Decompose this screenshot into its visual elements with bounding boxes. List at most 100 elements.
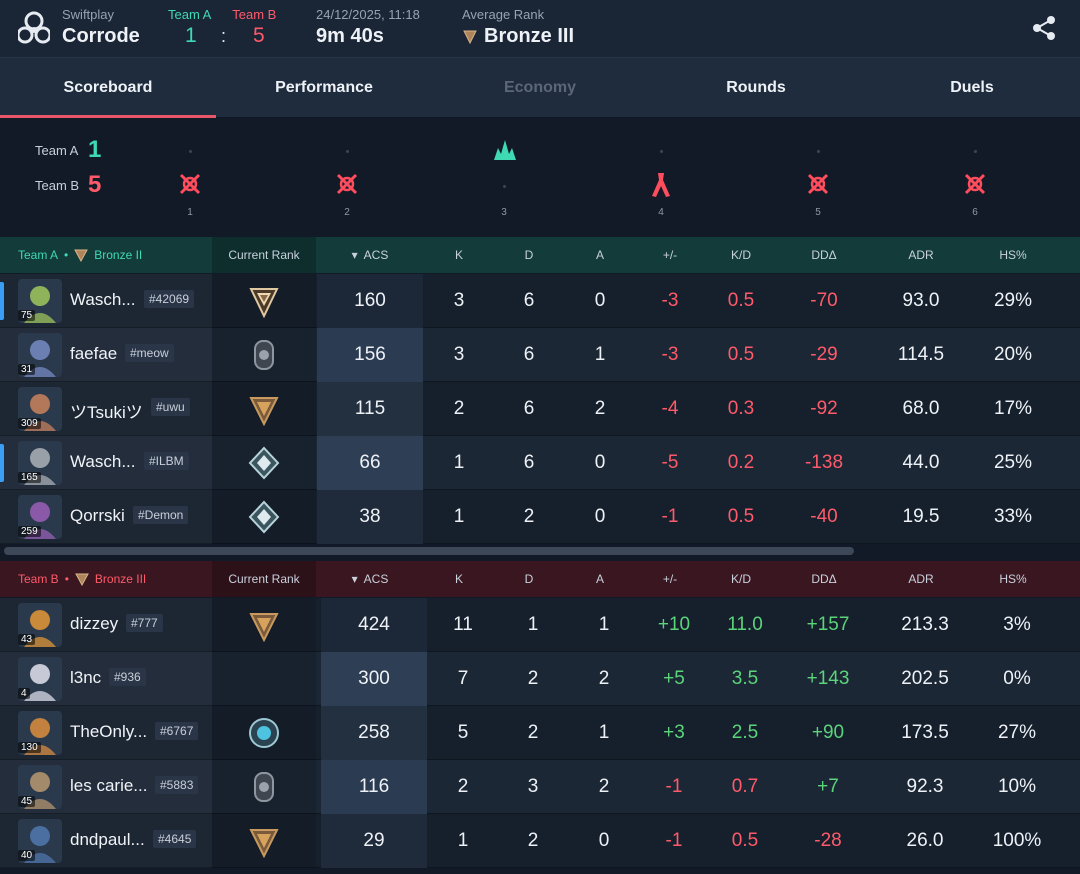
col-acs-label: ACS (363, 572, 389, 586)
bronze-rank-icon (249, 613, 279, 642)
sort-desc-icon: ▾ (351, 572, 358, 586)
stat-d: 2 (527, 722, 539, 743)
stat-a: 1 (598, 614, 610, 635)
player-tag: #meow (125, 344, 174, 362)
bronze-rank-icon (74, 249, 89, 262)
stat-pm: +3 (663, 722, 685, 743)
stat-adr: 92.3 (906, 776, 944, 797)
team-a-score: 1 (185, 24, 197, 47)
stat-d: 6 (523, 452, 535, 473)
player-name[interactable]: l3nc (70, 668, 102, 687)
player-name[interactable]: Qorrski (70, 506, 125, 525)
stat-adr: 44.0 (902, 452, 940, 473)
horizontal-scrollbar[interactable] (4, 547, 854, 555)
tab-scoreboard[interactable]: Scoreboard (0, 58, 216, 118)
col-hs: HS% (999, 248, 1027, 262)
stat-hs: 3% (1003, 614, 1031, 635)
col-a: A (595, 572, 604, 586)
time-block: 24/12/2025, 11:18 9m 40s (316, 7, 420, 48)
col-k: K (454, 572, 463, 586)
acs-value: 156 (317, 328, 423, 382)
player-name[interactable]: dizzey (70, 614, 119, 633)
score-block: Team A Team B 1 : 5 (168, 7, 276, 48)
timeline-team-b-label: Team B (35, 178, 80, 193)
player-rank (212, 436, 316, 490)
stat-adr: 68.0 (902, 398, 940, 419)
col-d: D (524, 248, 534, 262)
stat-pm: -3 (661, 344, 679, 365)
col-a: A (595, 248, 604, 262)
stat-k: 2 (453, 398, 465, 419)
player-name[interactable]: Wasch... (70, 290, 136, 309)
tab-duels[interactable]: Duels (950, 78, 994, 96)
player-name[interactable]: Wasch... (70, 452, 136, 471)
round-number: 3 (501, 207, 507, 218)
player-name[interactable]: TheOnly... (70, 722, 148, 741)
player-row[interactable]: 40 dndpaul... #4645 29 1 2 0 -1 0.5 -28 26.0 100% (0, 814, 1080, 868)
col-current-rank: Current Rank (228, 248, 300, 262)
elimination-icon (807, 173, 829, 195)
stat-d: 1 (527, 614, 539, 635)
stat-d: 2 (527, 830, 539, 851)
round-number: 2 (344, 207, 350, 218)
map-name: Corrode (62, 25, 140, 47)
player-row[interactable]: 309 ツTsukiツ #uwu 115 2 6 2 -4 0.3 -92 68.0 17% (0, 382, 1080, 436)
stat-hs: 27% (997, 722, 1037, 743)
team-b-score: 5 (253, 24, 265, 47)
player-info: 309 ツTsukiツ #uwu (0, 382, 212, 436)
player-row[interactable]: 31 faefae #meow 156 3 6 1 -3 0.5 -29 114.5 20% (0, 328, 1080, 382)
player-rank (212, 814, 316, 868)
stat-pm: -1 (661, 506, 679, 527)
player-level: 130 (18, 742, 41, 753)
stat-kd: 0.3 (727, 398, 755, 419)
stat-k: 7 (457, 668, 469, 689)
iron-rank-icon (254, 772, 274, 802)
player-rank (212, 490, 316, 544)
stat-kd: 0.5 (731, 830, 759, 851)
stat-pm: -3 (661, 290, 679, 311)
stat-d: 6 (523, 344, 535, 365)
stat-pm: -5 (661, 452, 679, 473)
share-icon[interactable] (1030, 14, 1058, 42)
player-row[interactable]: 45 les carie... #5883 116 2 3 2 -1 0.7 +7 92.3 10% (0, 760, 1080, 814)
stat-d: 6 (523, 398, 535, 419)
team-b-rank: Bronze III (94, 572, 147, 586)
player-row[interactable]: 259 Qorrski #Demon 38 1 2 0 -1 0.5 -40 19.5 33% (0, 490, 1080, 544)
player-name[interactable]: dndpaul... (70, 830, 145, 849)
player-row[interactable]: 130 TheOnly... #6767 258 5 2 1 +3 2.5 +90 173.5 27% (0, 706, 1080, 760)
stat-dd: -28 (814, 830, 842, 851)
player-row[interactable]: 43 dizzey #777 424 11 1 1 +10 11.0 +157 213.3 3% (0, 598, 1080, 652)
stat-kd: 11.0 (727, 614, 763, 635)
acs-value: 115 (317, 382, 423, 436)
round-empty-marker (660, 150, 663, 153)
stat-k: 1 (453, 452, 465, 473)
team-b-name: Team B (18, 572, 59, 586)
player-row[interactable]: 165 Wasch... #ILBM 66 1 6 0 -5 0.2 -138 44.0 25% (0, 436, 1080, 490)
team-a-name: Team A (18, 248, 59, 262)
stat-pm: +5 (663, 668, 685, 689)
stat-kd: 0.7 (731, 776, 759, 797)
tab-rounds[interactable]: Rounds (726, 78, 786, 96)
acs-value: 66 (317, 436, 423, 490)
stat-k: 2 (457, 776, 469, 797)
col-acs-sort[interactable]: ▾ ACS (317, 561, 423, 597)
player-row[interactable]: 4 l3nc #936 300 7 2 2 +5 3.5 +143 202.5 0% (0, 652, 1080, 706)
stat-d: 2 (527, 668, 539, 689)
stat-kd: 0.2 (727, 452, 755, 473)
col-acs-sort[interactable]: ▾ ACS (317, 237, 423, 273)
round-number: 4 (658, 207, 664, 218)
team-a-sep: • (64, 248, 69, 262)
player-name[interactable]: ツTsukiツ (70, 403, 143, 422)
stat-d: 3 (527, 776, 539, 797)
team-b-header-label: Team B • Bronze III (18, 572, 146, 586)
player-tag: #5883 (155, 776, 199, 794)
player-info: 40 dndpaul... #4645 (0, 814, 212, 868)
tab-performance[interactable]: Performance (275, 78, 373, 96)
player-info: 4 l3nc #936 (0, 652, 212, 706)
acs-value: 300 (321, 652, 427, 706)
player-row[interactable]: 75 Wasch... #42069 160 3 6 0 -3 0.5 -70 93.0 29% (0, 274, 1080, 328)
col-plus-minus: +/- (662, 248, 678, 262)
stat-d: 6 (523, 290, 535, 311)
player-name[interactable]: faefae (70, 344, 118, 363)
player-name[interactable]: les carie... (70, 776, 148, 795)
